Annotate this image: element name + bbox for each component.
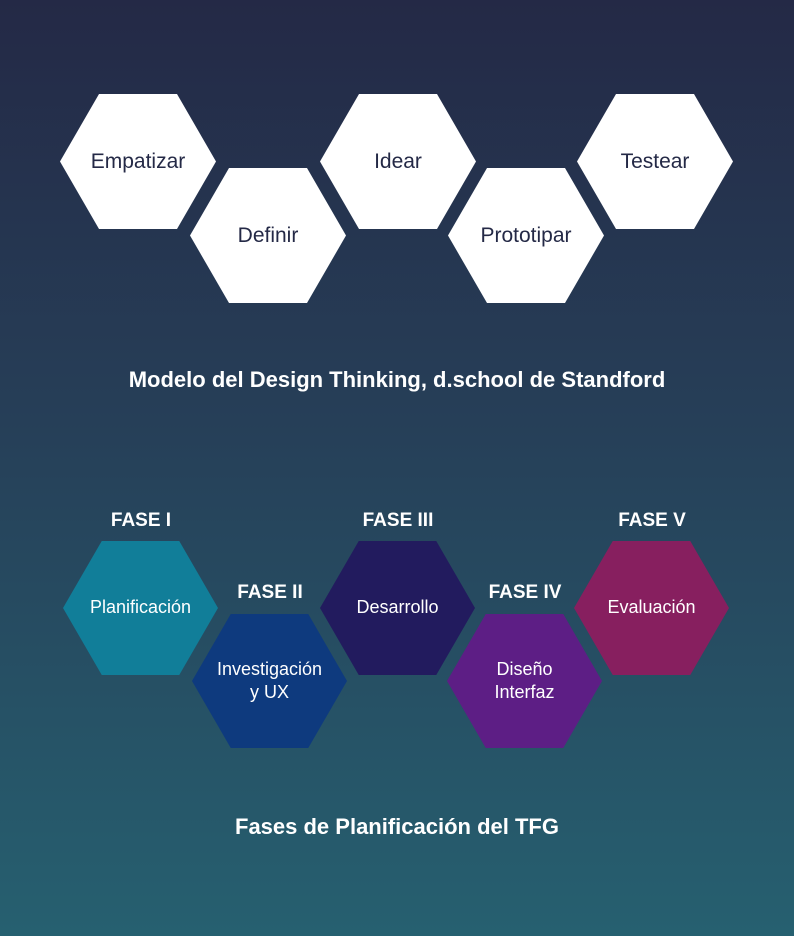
hex-label: Definir [237,223,299,247]
phase-label-3: FASE III [362,510,434,531]
hex-idear: Idear [320,94,476,229]
tfg-phases-caption: Fases de Planificación del TFG [235,814,559,839]
hex-evaluacion: Evaluación [574,541,729,675]
hex-label: Planificación [89,597,192,618]
phase-label-1: FASE I [110,510,172,531]
hex-planificacion: Planificación [63,541,218,675]
hex-investigacion: Investigación y UX [192,614,347,748]
hex-label: Diseño Interfaz [494,658,555,702]
phase-label-2: FASE II [237,582,303,603]
phase-label-4: FASE IV [488,582,562,603]
hex-label: Prototipar [480,223,572,247]
hex-empatizar: Empatizar [60,94,216,229]
hex-diseno-interfaz: Diseño Interfaz [447,614,602,748]
hex-label: Evaluación [607,597,696,618]
hex-definir: Definir [190,168,346,303]
hex-label: Desarrollo [356,597,439,618]
hex-label: Idear [374,149,422,173]
design-thinking-caption: Modelo del Design Thinking, d.school de … [128,367,666,392]
hex-testear: Testear [577,94,733,229]
hex-prototipar: Prototipar [448,168,604,303]
hex-label: Empatizar [90,149,186,173]
hex-desarrollo: Desarrollo [320,541,475,675]
hex-label: Investigación y UX [216,658,323,702]
hex-label: Testear [620,149,690,173]
phase-label-5: FASE V [618,510,686,531]
